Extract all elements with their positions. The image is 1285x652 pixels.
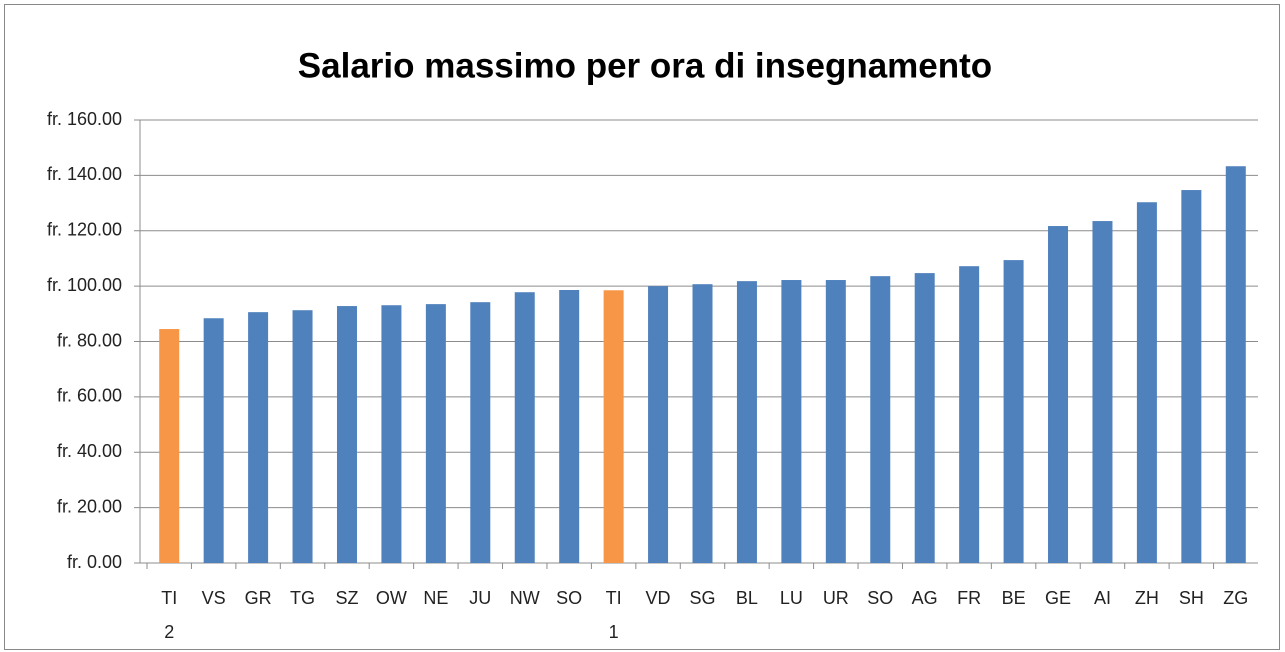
bar	[1181, 190, 1202, 563]
x-tick-label: AI	[1093, 588, 1111, 608]
chart-frame	[4, 4, 1280, 650]
bar	[692, 284, 713, 563]
bar	[959, 266, 980, 563]
y-tick-label: fr. 120.00	[47, 220, 122, 240]
bar	[1003, 260, 1024, 563]
bar	[159, 329, 180, 563]
bar	[781, 280, 802, 563]
y-tick-label: fr. 160.00	[47, 109, 122, 129]
bar	[336, 306, 357, 563]
x-tick-label: SO	[556, 588, 583, 608]
y-tick-label: fr. 100.00	[47, 275, 122, 295]
x-tick-label: OW	[375, 588, 407, 608]
bar	[1225, 166, 1246, 563]
bar	[470, 302, 491, 563]
bar	[248, 312, 269, 563]
x-tick-label: UR	[822, 588, 849, 608]
bar	[736, 281, 757, 563]
bar	[1092, 221, 1113, 563]
x-tick-label: GE	[1045, 588, 1072, 608]
y-tick-label: fr. 80.00	[57, 330, 122, 350]
bar	[425, 304, 446, 563]
x-tick-label: FR	[957, 588, 982, 608]
y-tick-label: fr. 40.00	[57, 441, 122, 461]
bar	[870, 276, 891, 563]
bar	[914, 273, 935, 563]
x-tick-label: GR	[244, 588, 272, 608]
x-tick-label: BE	[1001, 588, 1026, 608]
x-tick-label: BL	[735, 588, 758, 608]
bar	[381, 305, 402, 563]
bar	[559, 290, 580, 563]
x-tick-label: AG	[911, 588, 938, 608]
x-tick-label: TG	[290, 588, 316, 608]
x-tick-label: SH	[1178, 588, 1204, 608]
x-tick-label: TI 2	[161, 588, 178, 642]
y-tick-label: fr. 140.00	[47, 164, 122, 184]
x-tick-label: SO	[867, 588, 894, 608]
x-tick-label: JU	[469, 588, 492, 608]
y-tick-label: fr. 20.00	[57, 496, 122, 516]
x-tick-label: LU	[779, 588, 803, 608]
bar	[648, 286, 669, 563]
y-tick-label: fr. 60.00	[57, 386, 122, 406]
bar	[1136, 202, 1157, 563]
bar	[203, 318, 224, 563]
x-tick-label: NW	[509, 588, 540, 608]
x-tick-label: ZG	[1223, 588, 1249, 608]
x-tick-label: SG	[689, 588, 716, 608]
x-tick-label: TI 1	[605, 588, 622, 642]
bar	[514, 292, 535, 563]
x-tick-label: VS	[201, 588, 226, 608]
bar	[292, 310, 313, 563]
bar	[825, 280, 846, 563]
x-tick-label: NE	[423, 588, 449, 608]
x-tick-label: ZH	[1134, 588, 1159, 608]
y-tick-label: fr. 0.00	[67, 552, 122, 572]
x-tick-label: SZ	[335, 588, 359, 608]
chart-title: Salario massimo per ora di insegnamento	[298, 46, 992, 85]
bar	[1048, 226, 1069, 563]
x-tick-label: VD	[645, 588, 671, 608]
bar	[603, 290, 624, 563]
